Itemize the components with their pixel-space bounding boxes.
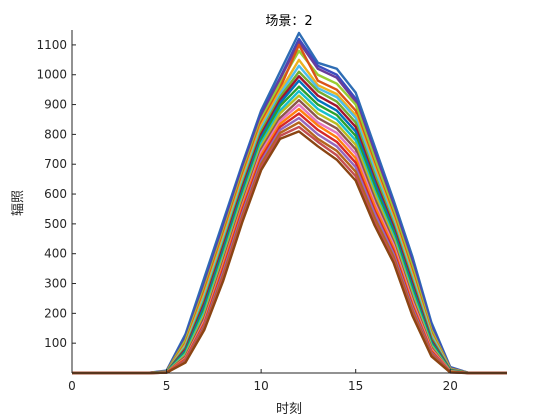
series-line-18 bbox=[72, 116, 507, 375]
series-line-11 bbox=[72, 85, 507, 375]
series-line-20 bbox=[72, 125, 507, 375]
chart-title: 场景：2 bbox=[265, 14, 312, 29]
y-tick-label: 400 bbox=[44, 247, 67, 261]
x-tick-label: 10 bbox=[253, 379, 268, 393]
series-line-17 bbox=[72, 112, 507, 375]
series-line-5 bbox=[72, 43, 507, 375]
y-tick-label: 900 bbox=[44, 98, 67, 112]
series-layer bbox=[72, 31, 507, 375]
series-line-21 bbox=[72, 130, 507, 375]
series-line-6 bbox=[72, 58, 507, 375]
y-tick-label: 1000 bbox=[36, 68, 67, 82]
x-tick-label: 15 bbox=[348, 379, 363, 393]
y-tick-label: 1100 bbox=[36, 38, 67, 52]
y-tick-label: 100 bbox=[44, 336, 67, 350]
series-line-16 bbox=[72, 107, 507, 375]
x-tick-label: 5 bbox=[163, 379, 171, 393]
x-tick-label: 0 bbox=[68, 379, 76, 393]
y-tick-label: 300 bbox=[44, 277, 67, 291]
series-line-19 bbox=[72, 121, 507, 375]
y-tick-label: 600 bbox=[44, 187, 67, 201]
y-axis-title: 辐照 bbox=[11, 190, 26, 216]
series-line-14 bbox=[72, 98, 507, 375]
y-tick-label: 800 bbox=[44, 127, 67, 141]
tick-labels: 0 5 10 15 20 100 200 300 400 500 600 700 800 900 1000 1… bbox=[36, 38, 457, 393]
x-axis-title: 时刻 bbox=[276, 402, 302, 417]
series-line-15 bbox=[72, 103, 507, 375]
axes bbox=[71, 30, 507, 374]
y-tick-label: 500 bbox=[44, 217, 67, 231]
y-tick-label: 700 bbox=[44, 157, 67, 171]
series-line-12 bbox=[72, 89, 507, 375]
x-tick-label: 20 bbox=[443, 379, 458, 393]
y-tick-label: 200 bbox=[44, 306, 67, 320]
series-line-13 bbox=[72, 94, 507, 375]
